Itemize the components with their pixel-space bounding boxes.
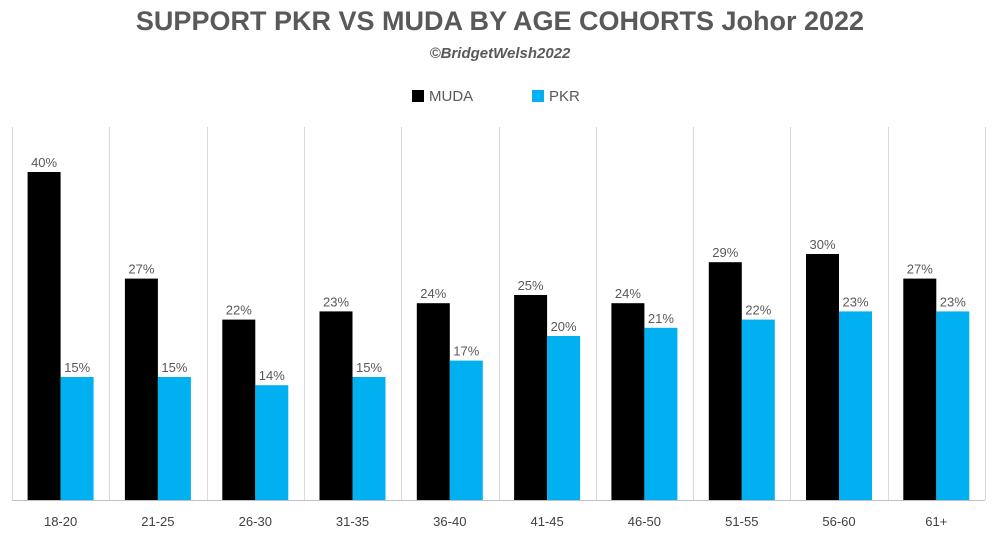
bar-pkr-56-60: [839, 311, 872, 500]
x-tick-label-26-30: 26-30: [239, 514, 272, 529]
x-tick-label-41-45: 41-45: [530, 514, 563, 529]
data-label-pkr-51-55: 22%: [745, 303, 771, 318]
data-label-pkr-46-50: 21%: [648, 311, 674, 326]
bar-pkr-26-30: [255, 385, 289, 500]
legend-swatch-muda: [412, 90, 424, 102]
bar-muda-18-20: [27, 172, 61, 500]
legend-label-pkr: PKR: [549, 88, 580, 105]
data-label-muda-31-35: 23%: [323, 294, 349, 309]
data-label-pkr-18-20: 15%: [64, 360, 90, 375]
bar-pkr-31-35: [352, 377, 386, 500]
data-label-muda-46-50: 24%: [615, 286, 641, 301]
legend-swatch-pkr: [532, 90, 544, 102]
data-label-muda-36-40: 24%: [420, 286, 446, 301]
x-tick-label-36-40: 36-40: [433, 514, 466, 529]
x-tick-label-18-20: 18-20: [44, 514, 77, 529]
x-tick-label-21-25: 21-25: [141, 514, 174, 529]
data-label-muda-18-20: 40%: [31, 155, 57, 170]
data-label-muda-61+: 27%: [907, 262, 933, 277]
chart-subtitle: ©BridgetWelsh2022: [430, 45, 571, 62]
data-label-muda-41-45: 25%: [518, 278, 544, 293]
bar-pkr-21-25: [157, 377, 191, 500]
x-tick-label-46-50: 46-50: [628, 514, 661, 529]
bar-pkr-36-40: [449, 360, 483, 500]
grid-lines: [12, 127, 986, 501]
data-label-muda-21-25: 27%: [128, 262, 154, 277]
x-tick-label-56-60: 56-60: [822, 514, 855, 529]
bar-pkr-61+: [936, 311, 970, 500]
data-label-pkr-61+: 23%: [940, 294, 966, 309]
data-label-pkr-56-60: 23%: [842, 294, 868, 309]
data-label-pkr-31-35: 15%: [356, 360, 382, 375]
bars: [27, 172, 970, 500]
x-axis-ticks: 18-20 21-25 26-30 31-35 36-40 41-45 46-50 51-55…: [44, 514, 947, 529]
bar-pkr-51-55: [741, 319, 775, 500]
x-tick-label-51-55: 51-55: [725, 514, 758, 529]
bar-muda-56-60: [806, 254, 839, 500]
bar-muda-61+: [903, 278, 937, 500]
legend: MUDA PKR: [412, 88, 580, 105]
data-label-pkr-36-40: 17%: [453, 344, 479, 359]
data-label-muda-56-60: 30%: [809, 237, 835, 252]
data-label-pkr-21-25: 15%: [161, 360, 187, 375]
data-labels: 40% 15% 27% 15% 22% 14% 23% 15% 24% 17% 25% 20% 24% 2…: [31, 155, 966, 383]
bar-pkr-18-20: [60, 377, 94, 500]
legend-label-muda: MUDA: [429, 88, 473, 105]
bar-pkr-41-45: [547, 336, 581, 500]
x-tick-label-31-35: 31-35: [336, 514, 369, 529]
data-label-pkr-41-45: 20%: [551, 319, 577, 334]
data-label-pkr-26-30: 14%: [259, 368, 285, 383]
data-label-muda-26-30: 22%: [226, 303, 252, 318]
bar-pkr-46-50: [644, 327, 678, 500]
bar-muda-26-30: [222, 319, 256, 500]
bar-muda-31-35: [319, 311, 353, 500]
data-label-muda-51-55: 29%: [712, 245, 738, 260]
x-tick-label-61+: 61+: [925, 514, 947, 529]
bar-muda-41-45: [514, 295, 548, 500]
bar-muda-51-55: [708, 262, 742, 500]
bar-muda-36-40: [416, 303, 450, 500]
bar-muda-46-50: [611, 303, 645, 500]
chart-title: SUPPORT PKR VS MUDA BY AGE COHORTS Johor…: [136, 6, 864, 36]
bar-muda-21-25: [124, 278, 158, 500]
